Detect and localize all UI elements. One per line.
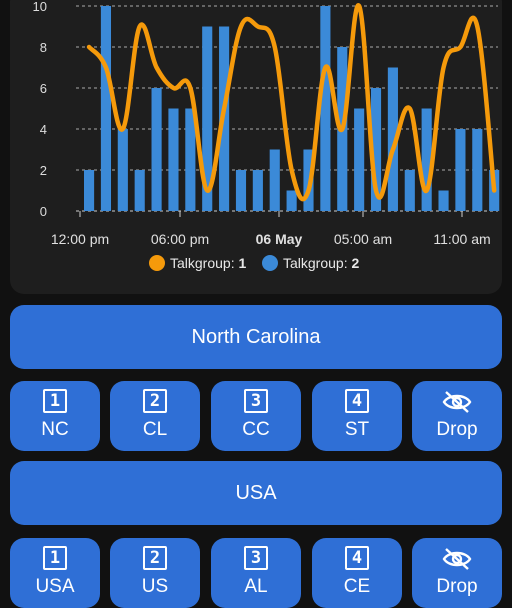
button-label: CE [343, 576, 371, 597]
eye-off-icon [442, 548, 472, 570]
bar-talkgroup-2 [117, 129, 128, 211]
button-label: USA [35, 576, 75, 597]
x-tick-label: 06:00 pm [151, 231, 209, 247]
y-tick-label: 8 [40, 40, 47, 55]
north-carolina-button[interactable]: North Carolina [10, 305, 502, 369]
y-tick-label: 6 [40, 81, 47, 96]
number-4-icon: 4 [345, 546, 369, 570]
x-tick-label: 05:00 am [334, 231, 392, 247]
button-label: CL [142, 419, 168, 440]
country-drop-button[interactable]: Drop [412, 538, 502, 608]
bar-talkgroup-2 [286, 190, 297, 211]
legend-talkgroup-1-swatch [149, 255, 165, 271]
x-tick-label: 11:00 am [433, 231, 490, 247]
region-drop-button[interactable]: Drop [412, 381, 502, 451]
eye-off-icon [442, 391, 472, 413]
x-tick-label: 12:00 pm [51, 231, 109, 247]
country-al-button[interactable]: 3 AL [211, 538, 301, 608]
bar-talkgroup-2 [387, 67, 398, 211]
legend-talkgroup-1-label: Talkgroup: 1 [170, 255, 246, 271]
bar-talkgroup-2 [455, 129, 466, 211]
y-tick-label: 10 [33, 0, 47, 14]
chart-card: 0 2 4 6 8 10 12:00 pm 06:00 pm 06 May 05:00 am 11:… [10, 0, 502, 294]
button-label: Drop [436, 576, 478, 597]
bar-talkgroup-2 [421, 108, 432, 211]
talkgroup-chart: 0 2 4 6 8 10 12:00 pm 06:00 pm 06 May 05:00 am 11:… [33, 0, 500, 271]
bar-talkgroup-2 [134, 170, 145, 211]
bar-talkgroup-2 [235, 170, 247, 211]
bar-talkgroup-2 [185, 108, 196, 211]
region-cl-button[interactable]: 2 CL [110, 381, 200, 451]
bar-talkgroup-2 [202, 26, 213, 211]
region-st-button[interactable]: 4 ST [312, 381, 402, 451]
x-tick-label: 06 May [256, 231, 303, 247]
bar-talkgroup-2 [151, 88, 162, 211]
bar-talkgroup-2 [472, 129, 483, 211]
number-1-icon: 1 [43, 389, 67, 413]
y-tick-label: 2 [40, 163, 47, 178]
button-label: Drop [436, 419, 478, 440]
number-2-icon: 2 [143, 389, 167, 413]
bar-talkgroup-2 [320, 6, 331, 211]
number-2-icon: 2 [143, 546, 167, 570]
region-nc-button[interactable]: 1 NC [10, 381, 100, 451]
y-tick-label: 0 [40, 204, 47, 219]
legend-talkgroup-2-swatch [262, 255, 278, 271]
country-button-row: 1 USA 2 US 3 AL 4 CE Drop [10, 538, 502, 608]
bar-talkgroup-2 [354, 108, 365, 211]
usa-button[interactable]: USA [10, 461, 502, 525]
number-4-icon: 4 [345, 389, 369, 413]
legend-talkgroup-2-label: Talkgroup: 2 [283, 255, 359, 271]
country-ce-button[interactable]: 4 CE [312, 538, 402, 608]
region-cc-button[interactable]: 3 CC [211, 381, 301, 451]
line-talkgroup-1 [86, 3, 497, 202]
region-button-row: 1 NC 2 CL 3 CC 4 ST Drop [10, 381, 502, 451]
bar-talkgroup-2 [370, 88, 382, 211]
number-3-icon: 3 [244, 546, 268, 570]
country-us-button[interactable]: 2 US [110, 538, 200, 608]
button-label: AL [244, 576, 268, 597]
country-usa-button[interactable]: 1 USA [10, 538, 100, 608]
number-3-icon: 3 [244, 389, 268, 413]
bar-talkgroup-2 [252, 170, 263, 211]
button-label: ST [344, 419, 370, 440]
number-1-icon: 1 [43, 546, 67, 570]
bar-talkgroup-2 [100, 6, 112, 211]
bar-talkgroup-2 [404, 170, 415, 211]
y-tick-label: 4 [40, 122, 47, 137]
button-label: US [141, 576, 169, 597]
bar-talkgroup-2 [168, 108, 179, 211]
bar-talkgroup-2 [84, 170, 95, 211]
bar-talkgroup-2 [438, 190, 449, 211]
bar-talkgroup-2 [269, 149, 280, 211]
button-label: NC [41, 419, 69, 440]
button-label: CC [242, 419, 270, 440]
